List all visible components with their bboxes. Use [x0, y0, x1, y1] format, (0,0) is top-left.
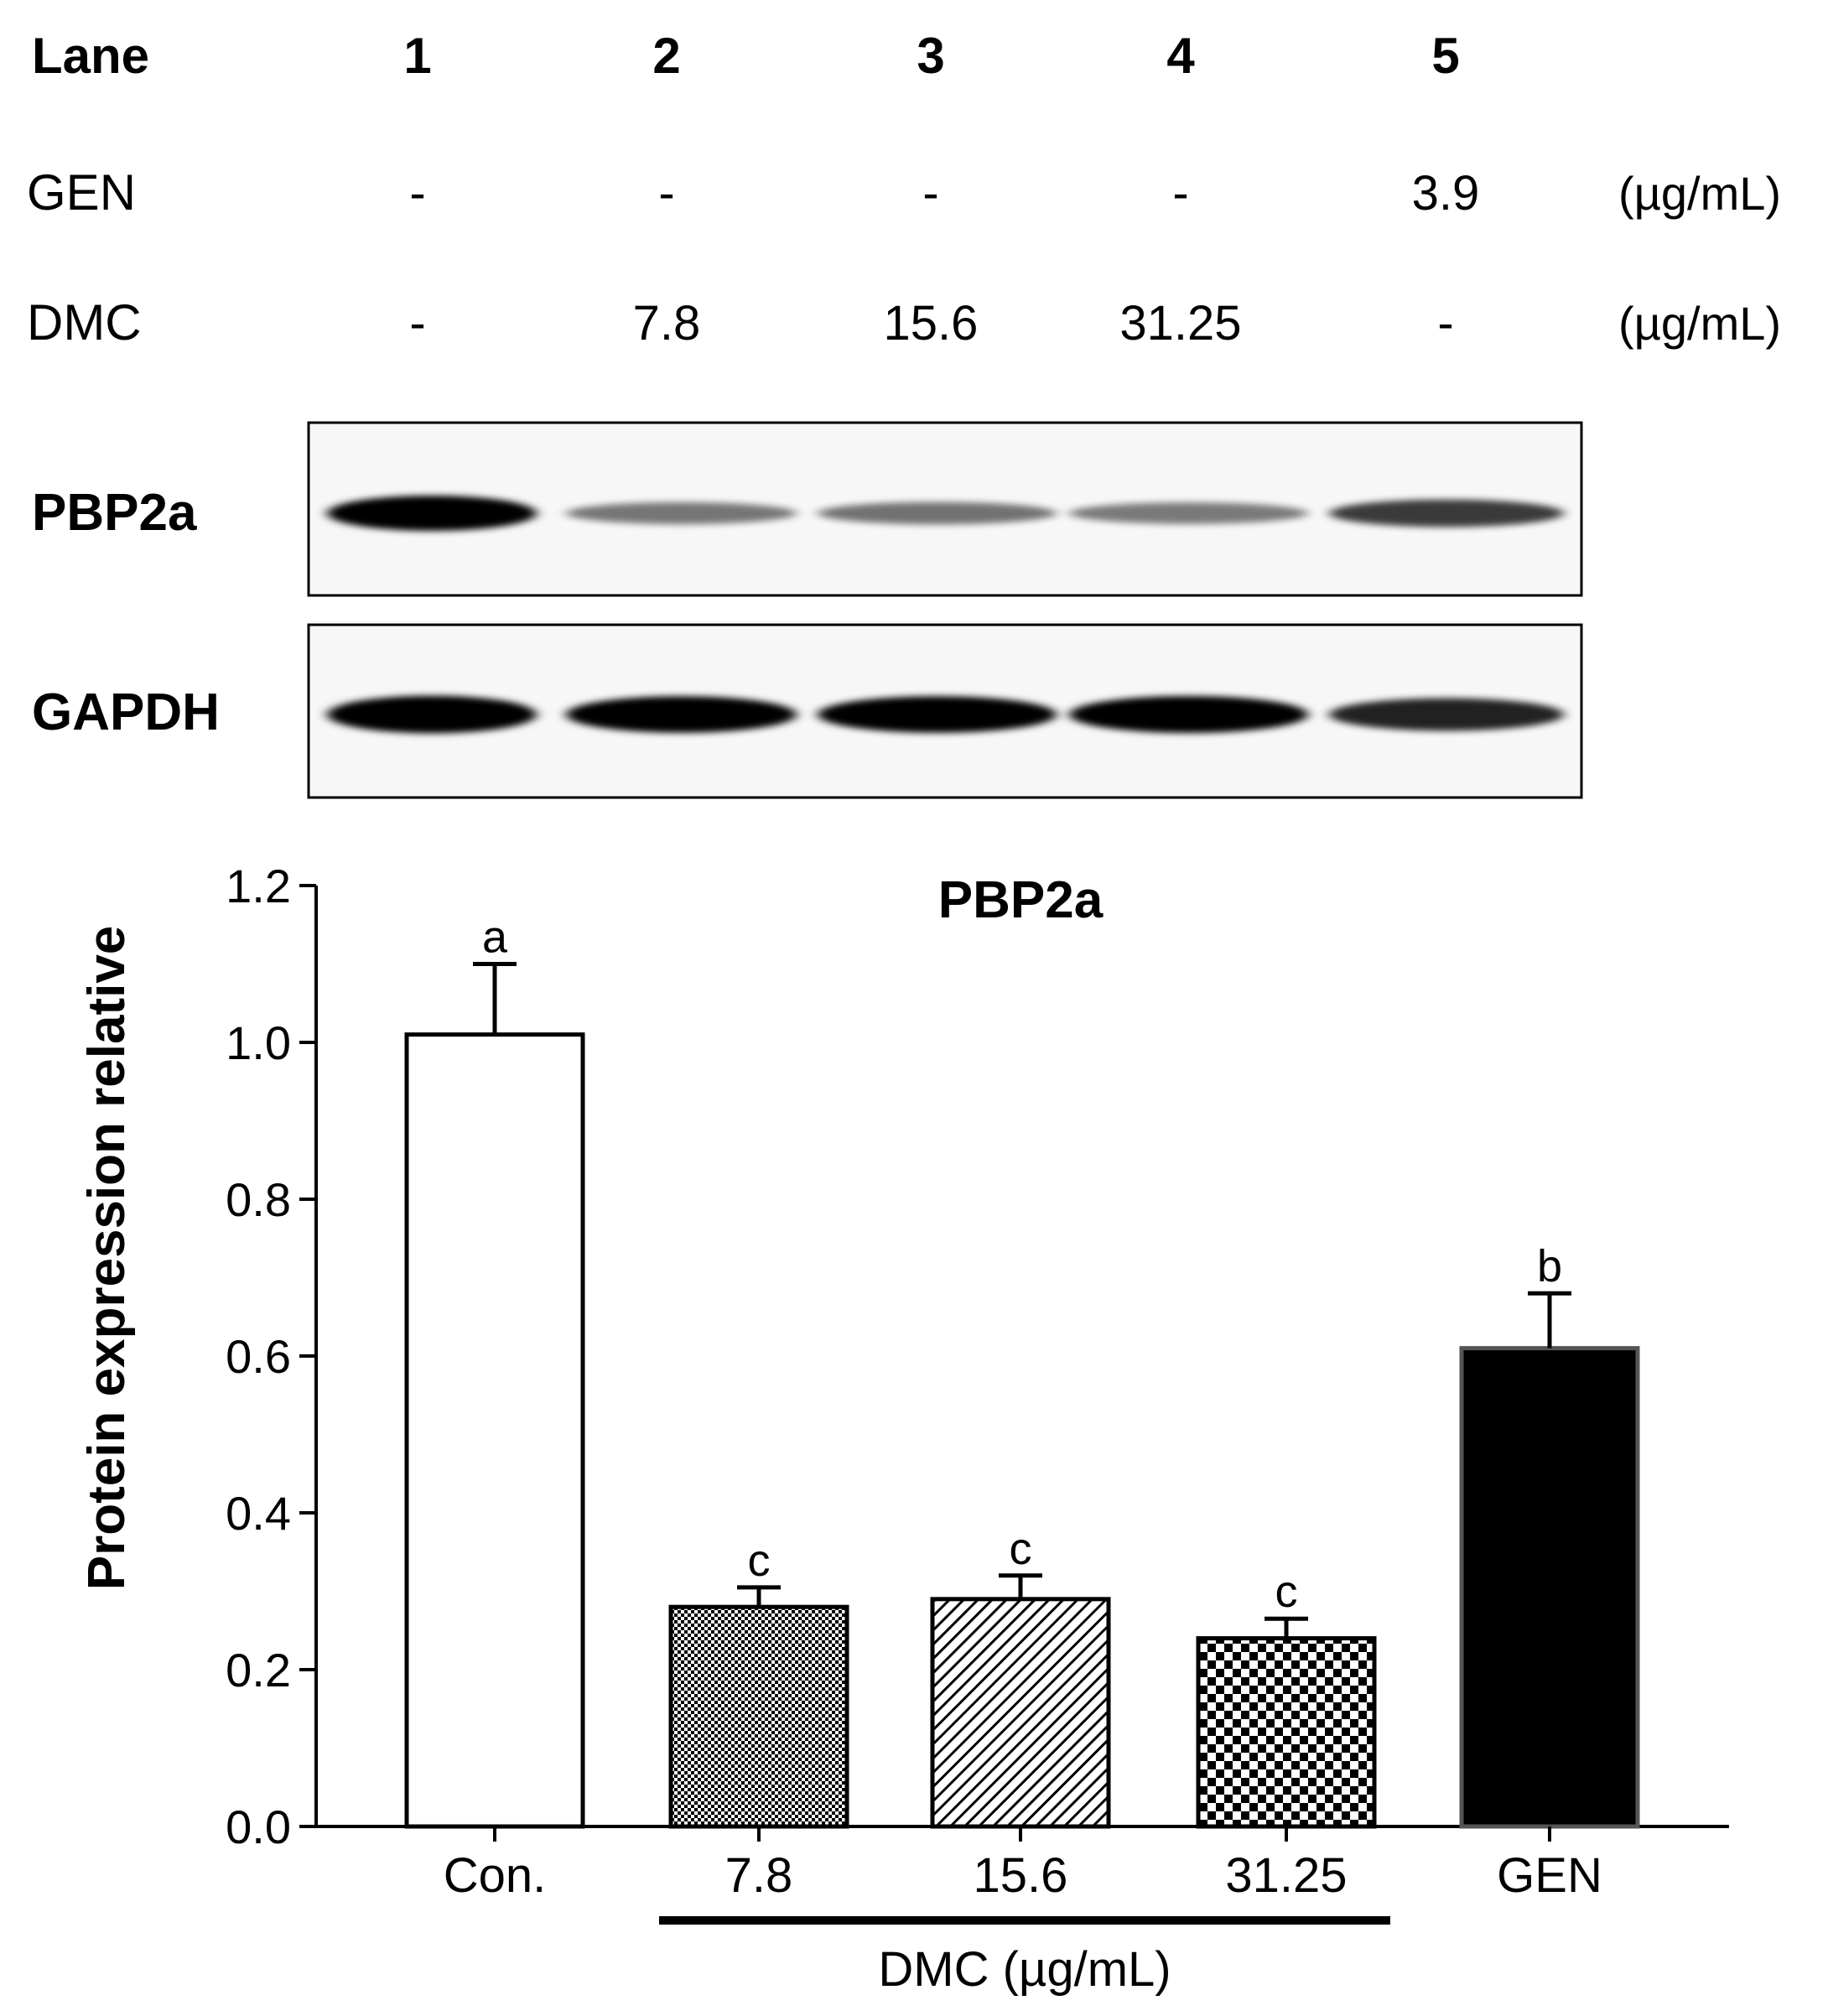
treatment-value: -	[409, 166, 425, 221]
bar	[404, 1032, 585, 1829]
blot-band	[1329, 698, 1564, 731]
significance-letter: c	[748, 1535, 771, 1586]
lane-number: 4	[1166, 28, 1195, 84]
x-tick-label: Con.	[444, 1848, 547, 1903]
lane-number: 5	[1431, 28, 1459, 84]
treatment-value: -	[658, 166, 674, 221]
y-axis-label: Protein expression relative	[78, 926, 136, 1591]
lane-header-label: Lane	[32, 28, 149, 84]
significance-letter: b	[1537, 1241, 1562, 1291]
treatment-value: 31.25	[1119, 296, 1241, 351]
y-tick-label: 0.2	[226, 1644, 291, 1696]
blot-band	[327, 695, 537, 734]
x-tick-label: 31.25	[1225, 1848, 1347, 1903]
gen-row-label: GEN	[27, 164, 136, 221]
treatment-value: -	[922, 166, 938, 221]
gen-row-unit: (µg/mL)	[1618, 167, 1781, 220]
dmc-row-unit: (µg/mL)	[1618, 297, 1781, 350]
y-tick-label: 0.0	[226, 1800, 291, 1853]
treatment-value: -	[1172, 166, 1188, 221]
y-tick-label: 0.8	[226, 1173, 291, 1226]
y-tick-label: 1.2	[226, 860, 291, 912]
treatment-value: 7.8	[633, 296, 701, 351]
blot-band	[566, 696, 797, 733]
blot-band	[566, 501, 797, 525]
blot-band	[818, 501, 1057, 525]
x-tick-label: GEN	[1497, 1848, 1602, 1903]
blot-band	[1069, 696, 1308, 733]
bar	[1196, 1636, 1377, 1829]
significance-letter: c	[1010, 1524, 1032, 1574]
blot-band	[1329, 499, 1564, 527]
gapdh-blot-panel	[307, 623, 1583, 799]
y-tick-label: 0.6	[226, 1330, 291, 1383]
lane-number: 3	[917, 28, 944, 84]
y-tick-label: 0.4	[226, 1487, 291, 1540]
blot-band	[1069, 502, 1308, 524]
bar	[668, 1604, 849, 1829]
dmc-row-label: DMC	[27, 294, 142, 351]
pbp2a-blot-panel	[307, 421, 1583, 597]
significance-letter: a	[482, 912, 508, 963]
chart-title: PBP2a	[938, 871, 1104, 929]
treatment-value: 15.6	[884, 296, 979, 351]
treatment-value: -	[1437, 296, 1453, 351]
lane-number: 2	[652, 28, 680, 84]
dmc-group-label: DMC (µg/mL)	[878, 1942, 1171, 1997]
lane-number: 1	[403, 28, 431, 84]
y-tick-label: 1.0	[226, 1016, 291, 1069]
pbp2a-blot-label: PBP2a	[32, 484, 197, 542]
blot-band	[818, 696, 1057, 733]
x-tick-label: 15.6	[974, 1848, 1068, 1903]
bar-chart: PBP2a Protein expression relative 0.0 0.2…	[78, 860, 1729, 1997]
bar	[1459, 1346, 1640, 1829]
bar	[930, 1597, 1111, 1829]
gapdh-blot-label: GAPDH	[32, 683, 220, 741]
blot-band	[327, 496, 537, 531]
treatment-value: 3.9	[1412, 166, 1480, 221]
significance-letter: c	[1275, 1567, 1298, 1617]
x-tick-label: 7.8	[725, 1848, 793, 1903]
treatment-value: -	[409, 296, 425, 351]
